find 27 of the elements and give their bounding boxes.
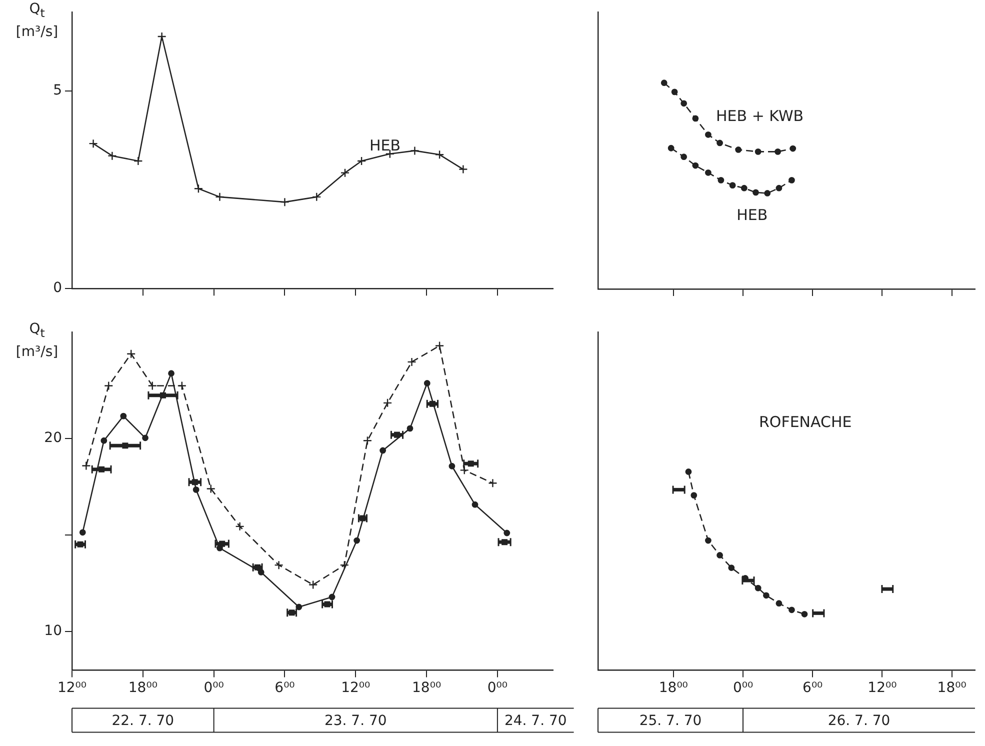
- x-tick-label: 12⁰⁰: [57, 680, 87, 696]
- y-tick-label: 5: [53, 82, 62, 99]
- y-tick-label: 20: [44, 430, 62, 446]
- series-label: HEB + KWB: [716, 106, 804, 125]
- text: 24. 7. 70: [504, 712, 567, 729]
- text: 23. 7. 70: [324, 712, 387, 729]
- y-tick-label: 0: [53, 280, 62, 296]
- x-tick-label: 12⁰⁰: [868, 680, 898, 696]
- text: 22. 7. 70: [112, 712, 174, 729]
- x-tick-label: 18⁰⁰: [937, 680, 967, 696]
- x-tick-label: 6⁰⁰: [802, 680, 824, 696]
- x-tick-label: 0⁰⁰: [732, 680, 754, 696]
- y-axis-title: Q$_{t}$ [m³/s]: [8, 0, 66, 42]
- series-label: HEB: [369, 136, 401, 155]
- text: 25. 7. 70: [639, 712, 702, 729]
- y-tick-label: 10: [44, 623, 62, 640]
- text: 26. 7. 70: [828, 712, 890, 729]
- series-label: HEB: [736, 206, 768, 224]
- y-axis-title: Q$_{t}$ [m³/s]: [8, 320, 66, 362]
- x-tick-label: 0⁰⁰: [204, 680, 224, 696]
- x-tick-label: 6⁰⁰: [274, 680, 296, 696]
- x-tick-label: 18⁰⁰: [658, 680, 688, 696]
- x-tick-label: 18⁰⁰: [128, 680, 158, 696]
- x-tick-label: 12⁰⁰: [341, 680, 371, 696]
- text: ROFENACHE: [758, 413, 852, 432]
- x-tick-label: 18⁰⁰: [412, 680, 442, 696]
- x-tick-label: 0⁰⁰: [487, 680, 508, 696]
